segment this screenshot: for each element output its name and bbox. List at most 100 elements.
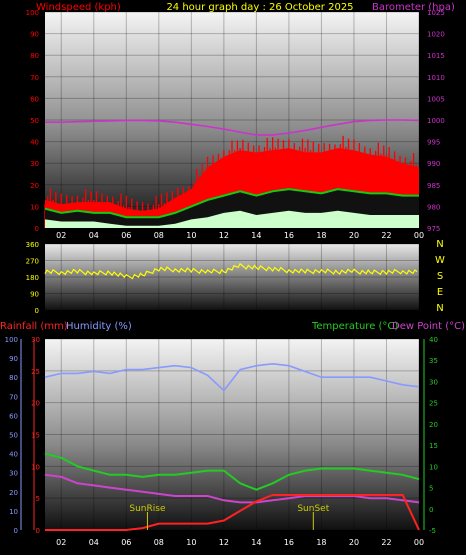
x-tick-label-weather: 18 bbox=[316, 538, 326, 547]
barometer-tick-label: 990 bbox=[427, 160, 440, 168]
temperature-axis-title: Temperature (°C) bbox=[311, 321, 398, 332]
wind-tick-label: 50 bbox=[30, 117, 39, 125]
wind-tick-label: 100 bbox=[26, 9, 39, 17]
x-tick-label-weather: 12 bbox=[219, 538, 229, 547]
x-tick-label-wind: 02 bbox=[56, 231, 66, 240]
x-tick-label-wind: 20 bbox=[349, 231, 359, 240]
barometer-tick-label: 1010 bbox=[427, 74, 445, 82]
barometer-tick-label: 1025 bbox=[427, 9, 445, 17]
humidity-tick-label: 50 bbox=[9, 432, 18, 440]
x-tick-label-wind: 16 bbox=[284, 231, 294, 240]
temperature-tick-label: 15 bbox=[429, 442, 438, 450]
x-tick-label-wind: 22 bbox=[381, 231, 391, 240]
temperature-tick-label: 25 bbox=[429, 400, 438, 408]
humidity-tick-label: 40 bbox=[9, 451, 18, 459]
barometer-tick-label: 975 bbox=[427, 225, 440, 233]
wind-axis-title: Windspeed (kph) bbox=[36, 2, 121, 13]
wind-tick-label: 10 bbox=[30, 203, 39, 211]
rain-tick-label: 5 bbox=[36, 495, 40, 503]
x-tick-label-weather: 06 bbox=[121, 538, 131, 547]
barometer-tick-label: 985 bbox=[427, 182, 440, 190]
humidity-tick-label: 0 bbox=[14, 527, 18, 535]
temperature-tick-label: 30 bbox=[429, 378, 438, 386]
wind-tick-label: 0 bbox=[35, 225, 39, 233]
humidity-tick-label: 90 bbox=[9, 355, 18, 363]
humidity-line bbox=[44, 362, 420, 392]
temperature-tick-label: 40 bbox=[429, 336, 438, 344]
wind-tick-label: 70 bbox=[30, 74, 39, 82]
temperature-tick-label: 10 bbox=[429, 463, 438, 471]
x-tick-label-weather: 02 bbox=[56, 538, 66, 547]
barometer-line bbox=[45, 119, 420, 136]
temperature-line bbox=[44, 452, 420, 491]
barometer-tick-label: 1000 bbox=[427, 117, 445, 125]
barometer-tick-label: 1015 bbox=[427, 52, 445, 60]
temperature-tick-label: 35 bbox=[429, 357, 438, 365]
x-tick-label-wind: 10 bbox=[186, 231, 196, 240]
wind-tick-label: 40 bbox=[30, 139, 39, 147]
x-tick-label-wind: 18 bbox=[316, 231, 326, 240]
temperature-tick-label: -5 bbox=[429, 527, 436, 535]
humidity-tick-label: 20 bbox=[9, 489, 18, 497]
rain-tick-label: 15 bbox=[31, 432, 40, 440]
rain-tick-label: 25 bbox=[31, 368, 40, 376]
wind-tick-label: 90 bbox=[30, 31, 39, 39]
x-tick-label-weather: 20 bbox=[349, 538, 359, 547]
humidity-axis-title: Humidity (%) bbox=[66, 321, 132, 332]
direction-tick-label: 90 bbox=[30, 291, 39, 299]
weather-panel bbox=[45, 339, 419, 530]
wind-tick-label: 60 bbox=[30, 95, 39, 103]
x-tick-label-weather: 08 bbox=[154, 538, 164, 547]
chart-panels bbox=[45, 12, 419, 530]
compass-label: N bbox=[436, 303, 443, 314]
rain-tick-label: 30 bbox=[31, 336, 40, 344]
temperature-tick-label: 20 bbox=[429, 421, 438, 429]
graph-title: 24 hour graph day : 26 October 2025 bbox=[166, 2, 353, 13]
humidity-tick-label: 30 bbox=[9, 470, 18, 478]
direction-tick-label: 180 bbox=[26, 274, 39, 282]
x-tick-label-weather: 04 bbox=[89, 538, 99, 547]
x-tick-label-weather: 14 bbox=[251, 538, 261, 547]
compass-label: W bbox=[435, 255, 445, 266]
sunrise-label: SunRise bbox=[129, 504, 166, 514]
rain-tick-label: 10 bbox=[31, 463, 40, 471]
rain-tick-label: 0 bbox=[36, 527, 40, 535]
temperature-tick-label: 5 bbox=[429, 485, 433, 493]
x-tick-label-weather: 22 bbox=[381, 538, 391, 547]
rain-tick-label: 20 bbox=[31, 400, 40, 408]
barometer-tick-label: 980 bbox=[427, 203, 440, 211]
x-tick-label-wind: 06 bbox=[121, 231, 131, 240]
humidity-tick-label: 60 bbox=[9, 412, 18, 420]
humidity-tick-label: 80 bbox=[9, 374, 18, 382]
humidity-tick-label: 100 bbox=[5, 336, 18, 344]
wind-direction-line bbox=[44, 262, 418, 280]
direction-tick-label: 360 bbox=[26, 241, 39, 249]
rainfall-axis-title: Rainfall (mm) bbox=[0, 321, 68, 332]
wind-tick-label: 20 bbox=[30, 182, 39, 190]
barometer-tick-label: 1005 bbox=[427, 95, 445, 103]
temperature-tick-label: 0 bbox=[429, 506, 433, 514]
humidity-tick-label: 10 bbox=[9, 508, 18, 516]
dewpoint-line bbox=[44, 473, 420, 504]
direction-tick-label: 270 bbox=[26, 258, 39, 266]
barometer-axis-title: Barometer (hpa) bbox=[372, 2, 455, 13]
x-tick-label-wind: 14 bbox=[251, 231, 261, 240]
barometer-tick-label: 995 bbox=[427, 139, 440, 147]
rainfall-line bbox=[45, 494, 420, 531]
direction-panel bbox=[45, 244, 419, 310]
direction-tick-label: 0 bbox=[35, 307, 39, 315]
compass-label: E bbox=[437, 287, 443, 298]
wind-tick-label: 80 bbox=[30, 52, 39, 60]
x-tick-label-weather: 16 bbox=[284, 538, 294, 547]
dewpoint-axis-title: Dew Point (°C) bbox=[392, 321, 465, 332]
x-tick-label-weather: 00 bbox=[414, 538, 424, 547]
wind-tick-label: 30 bbox=[30, 160, 39, 168]
chart-marks bbox=[20, 119, 425, 531]
wind-average-line bbox=[44, 188, 419, 219]
x-tick-label-wind: 00 bbox=[414, 231, 424, 240]
chart-labels: Windspeed (kph) 24 hour graph day : 26 Oc… bbox=[0, 2, 465, 547]
wind-low-band bbox=[45, 210, 419, 228]
x-tick-label-wind: 08 bbox=[154, 231, 164, 240]
